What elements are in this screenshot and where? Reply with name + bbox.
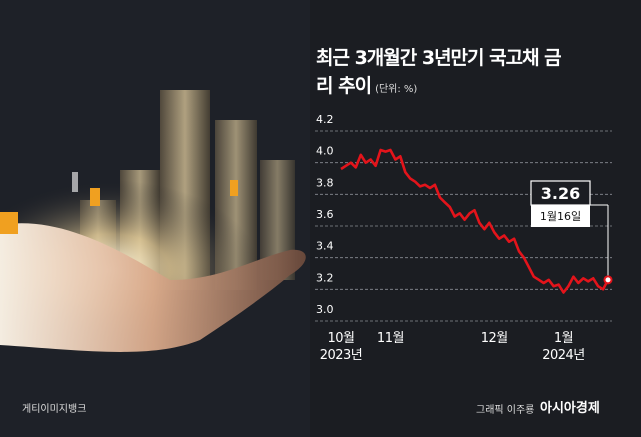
y-tick-label: 3.0: [316, 303, 334, 316]
y-tick-label: 3.8: [316, 176, 334, 189]
chart-panel: [312, 120, 641, 400]
data-line: [340, 148, 610, 294]
graphic-credit: 그래픽 이주룡: [476, 405, 535, 416]
brand: 아시아경제: [540, 401, 600, 416]
chart-title: 최근 3개월간 3년만기 국고채 금리 추이: [316, 47, 562, 97]
y-tick-label: 3.4: [316, 240, 334, 253]
callout-date: 1월16일: [540, 209, 581, 223]
callout-box: [530, 180, 591, 206]
x-tick-label: 11월: [376, 331, 405, 346]
unit-label: (단위: %): [375, 84, 418, 95]
x-tick-label: 1월 2024년: [542, 331, 585, 363]
y-tick-label: 3.2: [316, 271, 334, 284]
y-tick-label: 4.2: [316, 113, 334, 126]
x-tick-label: 12월: [480, 331, 509, 346]
chart-title-box: 최근 3개월간 3년만기 국고채 금리 추이 (단위: %): [316, 44, 566, 104]
background-photo: [0, 0, 310, 437]
y-tick-label: 4.0: [316, 145, 334, 158]
photo-credit: 게티이미지뱅크: [22, 404, 87, 415]
callout-date-box: [531, 205, 590, 227]
x-tick-label: 10월 2023년: [319, 331, 363, 363]
y-tick-label: 3.6: [316, 208, 334, 221]
end-marker: [603, 275, 613, 285]
callout-value: 3.26: [541, 184, 580, 203]
